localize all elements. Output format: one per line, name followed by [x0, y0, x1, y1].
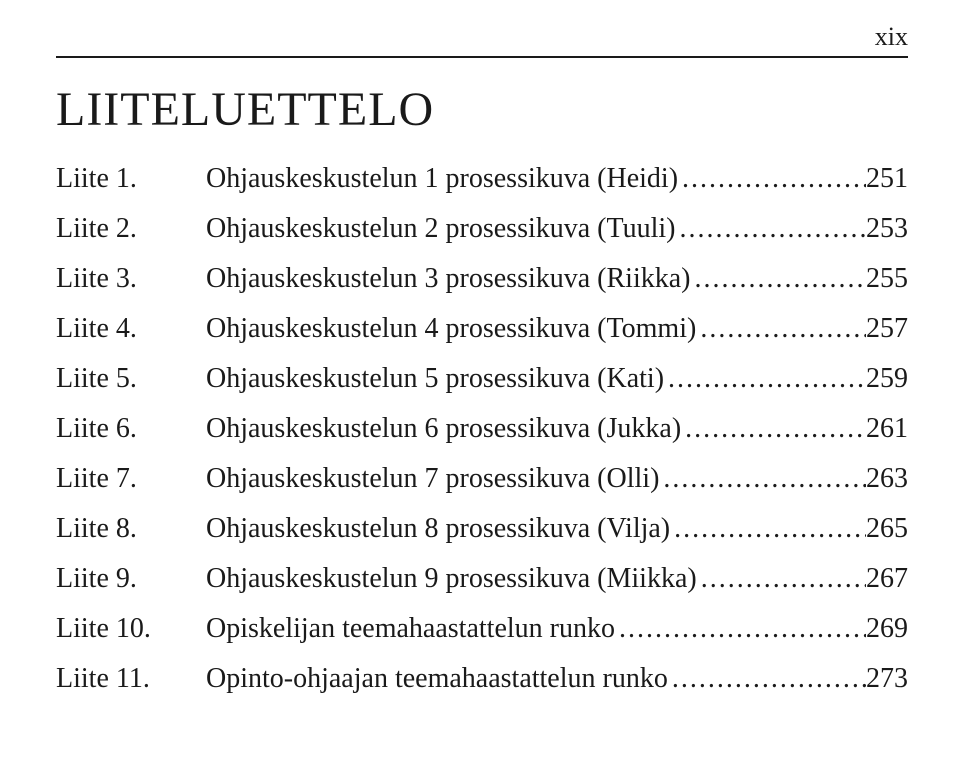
appendix-list-heading: LIITELUETTELO	[56, 82, 908, 137]
toc-entry-label: Liite 1.	[56, 165, 206, 193]
toc-entry-title: Ohjauskeskustelun 6 prosessikuva (Jukka)	[206, 415, 681, 443]
toc-leader-dots	[697, 565, 866, 593]
toc-leader-dots	[696, 315, 866, 343]
appendix-toc: Liite 1.Ohjauskeskustelun 1 prosessikuva…	[56, 165, 908, 693]
toc-row: Liite 1.Ohjauskeskustelun 1 prosessikuva…	[56, 165, 908, 193]
toc-entry-title: Ohjauskeskustelun 9 prosessikuva (Miikka…	[206, 565, 697, 593]
toc-entry-title: Ohjauskeskustelun 4 prosessikuva (Tommi)	[206, 315, 696, 343]
toc-entry-page: 265	[866, 515, 908, 543]
toc-entry-page: 263	[866, 465, 908, 493]
toc-entry-label: Liite 11.	[56, 665, 206, 693]
toc-leader-dots	[676, 215, 866, 243]
toc-entry-page: 257	[866, 315, 908, 343]
toc-entry-title: Ohjauskeskustelun 7 prosessikuva (Olli)	[206, 465, 659, 493]
toc-entry-title: Ohjauskeskustelun 1 prosessikuva (Heidi)	[206, 165, 678, 193]
toc-entry-title: Ohjauskeskustelun 3 prosessikuva (Riikka…	[206, 265, 691, 293]
toc-leader-dots	[670, 515, 866, 543]
toc-row: Liite 7.Ohjauskeskustelun 7 prosessikuva…	[56, 465, 908, 493]
toc-leader-dots	[691, 265, 867, 293]
toc-leader-dots	[678, 165, 866, 193]
toc-leader-dots	[668, 665, 866, 693]
toc-row: Liite 10.Opiskelijan teemahaastattelun r…	[56, 615, 908, 643]
toc-row: Liite 11.Opinto-ohjaajan teemahaastattel…	[56, 665, 908, 693]
page-number-rule: xix	[56, 24, 908, 58]
toc-entry-page: 269	[866, 615, 908, 643]
toc-leader-dots	[659, 465, 866, 493]
page-number-roman: xix	[875, 22, 908, 51]
toc-entry-label: Liite 2.	[56, 215, 206, 243]
toc-row: Liite 2.Ohjauskeskustelun 2 prosessikuva…	[56, 215, 908, 243]
toc-entry-page: 267	[866, 565, 908, 593]
toc-entry-label: Liite 5.	[56, 365, 206, 393]
toc-leader-dots	[681, 415, 866, 443]
toc-entry-page: 251	[866, 165, 908, 193]
toc-row: Liite 8.Ohjauskeskustelun 8 prosessikuva…	[56, 515, 908, 543]
toc-entry-page: 253	[866, 215, 908, 243]
toc-entry-title: Ohjauskeskustelun 5 prosessikuva (Kati)	[206, 365, 664, 393]
toc-entry-label: Liite 8.	[56, 515, 206, 543]
toc-entry-title: Opiskelijan teemahaastattelun runko	[206, 615, 615, 643]
toc-entry-label: Liite 6.	[56, 415, 206, 443]
toc-entry-page: 261	[866, 415, 908, 443]
toc-entry-label: Liite 4.	[56, 315, 206, 343]
toc-entry-label: Liite 9.	[56, 565, 206, 593]
toc-row: Liite 3.Ohjauskeskustelun 3 prosessikuva…	[56, 265, 908, 293]
toc-leader-dots	[615, 615, 866, 643]
toc-entry-page: 259	[866, 365, 908, 393]
toc-entry-label: Liite 3.	[56, 265, 206, 293]
toc-row: Liite 4.Ohjauskeskustelun 4 prosessikuva…	[56, 315, 908, 343]
toc-leader-dots	[664, 365, 866, 393]
toc-row: Liite 6.Ohjauskeskustelun 6 prosessikuva…	[56, 415, 908, 443]
toc-entry-page: 273	[866, 665, 908, 693]
toc-row: Liite 9.Ohjauskeskustelun 9 prosessikuva…	[56, 565, 908, 593]
toc-entry-title: Opinto-ohjaajan teemahaastattelun runko	[206, 665, 668, 693]
toc-row: Liite 5.Ohjauskeskustelun 5 prosessikuva…	[56, 365, 908, 393]
toc-entry-title: Ohjauskeskustelun 2 prosessikuva (Tuuli)	[206, 215, 676, 243]
document-page: xix LIITELUETTELO Liite 1.Ohjauskeskuste…	[0, 0, 960, 784]
toc-entry-title: Ohjauskeskustelun 8 prosessikuva (Vilja)	[206, 515, 670, 543]
toc-entry-page: 255	[866, 265, 908, 293]
toc-entry-label: Liite 10.	[56, 615, 206, 643]
toc-entry-label: Liite 7.	[56, 465, 206, 493]
